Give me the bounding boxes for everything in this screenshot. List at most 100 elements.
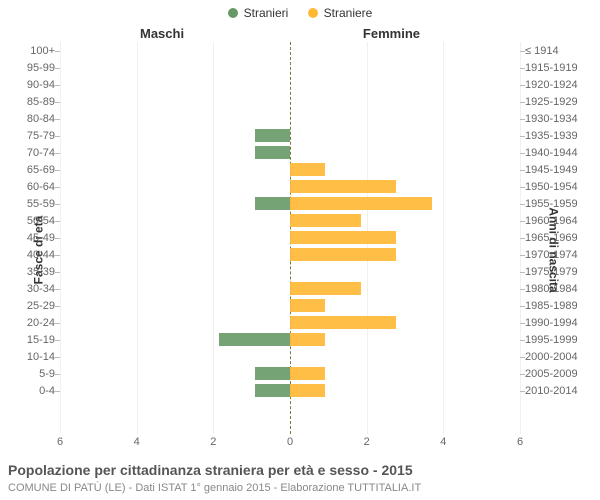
- age-row: 75-791935-1939: [60, 127, 520, 144]
- bar-female: [290, 384, 325, 397]
- legend-item-male: Stranieri: [228, 6, 289, 20]
- x-tick-label: 2: [364, 436, 370, 448]
- age-row: 25-291985-1989: [60, 297, 520, 314]
- population-pyramid-chart: Stranieri Straniere Maschi Femmine Fasce…: [0, 0, 600, 500]
- age-label: 70-74: [5, 147, 55, 159]
- tick-mark: [520, 289, 525, 290]
- bar-area: [60, 144, 520, 161]
- chart-subtitle: COMUNE DI PATÙ (LE) - Dati ISTAT 1° genn…: [8, 482, 421, 494]
- x-axis: 6420246: [60, 436, 520, 450]
- tick-mark: [520, 391, 525, 392]
- bar-area: [60, 348, 520, 365]
- tick-mark: [520, 68, 525, 69]
- bar-area: [60, 297, 520, 314]
- legend: Stranieri Straniere: [0, 6, 600, 21]
- legend-label-male: Stranieri: [244, 6, 289, 20]
- legend-item-female: Straniere: [308, 6, 373, 20]
- bar-area: [60, 365, 520, 382]
- bar-female: [290, 367, 325, 380]
- age-label: 90-94: [5, 79, 55, 91]
- birth-year-label: 1945-1949: [525, 164, 595, 176]
- age-row: 40-441970-1974: [60, 246, 520, 263]
- bar-male: [255, 146, 290, 159]
- bar-area: [60, 93, 520, 110]
- age-row: 80-841930-1934: [60, 110, 520, 127]
- tick-mark: [520, 170, 525, 171]
- age-row: 65-691945-1949: [60, 161, 520, 178]
- bar-area: [60, 178, 520, 195]
- age-label: 0-4: [5, 385, 55, 397]
- tick-mark: [520, 221, 525, 222]
- birth-year-label: 1925-1929: [525, 96, 595, 108]
- age-row: 5-92005-2009: [60, 365, 520, 382]
- bar-area: [60, 280, 520, 297]
- tick-mark: [520, 85, 525, 86]
- bar-area: [60, 110, 520, 127]
- tick-mark: [520, 272, 525, 273]
- birth-year-label: 1995-1999: [525, 334, 595, 346]
- tick-mark: [520, 102, 525, 103]
- bar-male: [219, 333, 290, 346]
- age-label: 95-99: [5, 62, 55, 74]
- birth-year-label: 1950-1954: [525, 181, 595, 193]
- bar-area: [60, 59, 520, 76]
- age-label: 60-64: [5, 181, 55, 193]
- bar-female: [290, 197, 432, 210]
- bar-female: [290, 282, 361, 295]
- chart-title: Popolazione per cittadinanza straniera p…: [8, 462, 413, 478]
- x-tick-label: 4: [134, 436, 140, 448]
- bar-area: [60, 195, 520, 212]
- birth-year-label: 2005-2009: [525, 368, 595, 380]
- age-label: 85-89: [5, 96, 55, 108]
- bar-area: [60, 246, 520, 263]
- bar-area: [60, 229, 520, 246]
- birth-year-label: 2000-2004: [525, 351, 595, 363]
- birth-year-label: ≤ 1914: [525, 45, 595, 57]
- bar-female: [290, 163, 325, 176]
- age-label: 20-24: [5, 317, 55, 329]
- bar-male: [255, 197, 290, 210]
- bar-area: [60, 76, 520, 93]
- age-label: 50-54: [5, 215, 55, 227]
- bar-male: [255, 367, 290, 380]
- plot-area: 100+≤ 191495-991915-191990-941920-192485…: [60, 42, 520, 434]
- birth-year-label: 1920-1924: [525, 79, 595, 91]
- age-label: 100+: [5, 45, 55, 57]
- tick-mark: [520, 306, 525, 307]
- bar-area: [60, 161, 520, 178]
- birth-year-label: 1975-1979: [525, 266, 595, 278]
- birth-year-label: 1970-1974: [525, 249, 595, 261]
- birth-year-label: 1935-1939: [525, 130, 595, 142]
- tick-mark: [520, 187, 525, 188]
- birth-year-label: 1965-1969: [525, 232, 595, 244]
- tick-mark: [520, 119, 525, 120]
- birth-year-label: 1915-1919: [525, 62, 595, 74]
- bar-area: [60, 212, 520, 229]
- age-row: 100+≤ 1914: [60, 42, 520, 59]
- tick-mark: [520, 153, 525, 154]
- bar-area: [60, 42, 520, 59]
- legend-swatch-male: [228, 8, 238, 18]
- bar-male: [255, 384, 290, 397]
- age-row: 15-191995-1999: [60, 331, 520, 348]
- bar-area: [60, 331, 520, 348]
- birth-year-label: 1940-1944: [525, 147, 595, 159]
- age-label: 75-79: [5, 130, 55, 142]
- age-label: 35-39: [5, 266, 55, 278]
- age-row: 35-391975-1979: [60, 263, 520, 280]
- bar-male: [255, 129, 290, 142]
- age-row: 30-341980-1984: [60, 280, 520, 297]
- age-row: 10-142000-2004: [60, 348, 520, 365]
- age-label: 40-44: [5, 249, 55, 261]
- tick-mark: [520, 357, 525, 358]
- bar-female: [290, 333, 325, 346]
- tick-mark: [520, 136, 525, 137]
- age-row: 95-991915-1919: [60, 59, 520, 76]
- x-tick-label: 4: [440, 436, 446, 448]
- age-label: 10-14: [5, 351, 55, 363]
- birth-year-label: 2010-2014: [525, 385, 595, 397]
- bar-female: [290, 299, 325, 312]
- tick-mark: [520, 255, 525, 256]
- age-label: 45-49: [5, 232, 55, 244]
- age-label: 5-9: [5, 368, 55, 380]
